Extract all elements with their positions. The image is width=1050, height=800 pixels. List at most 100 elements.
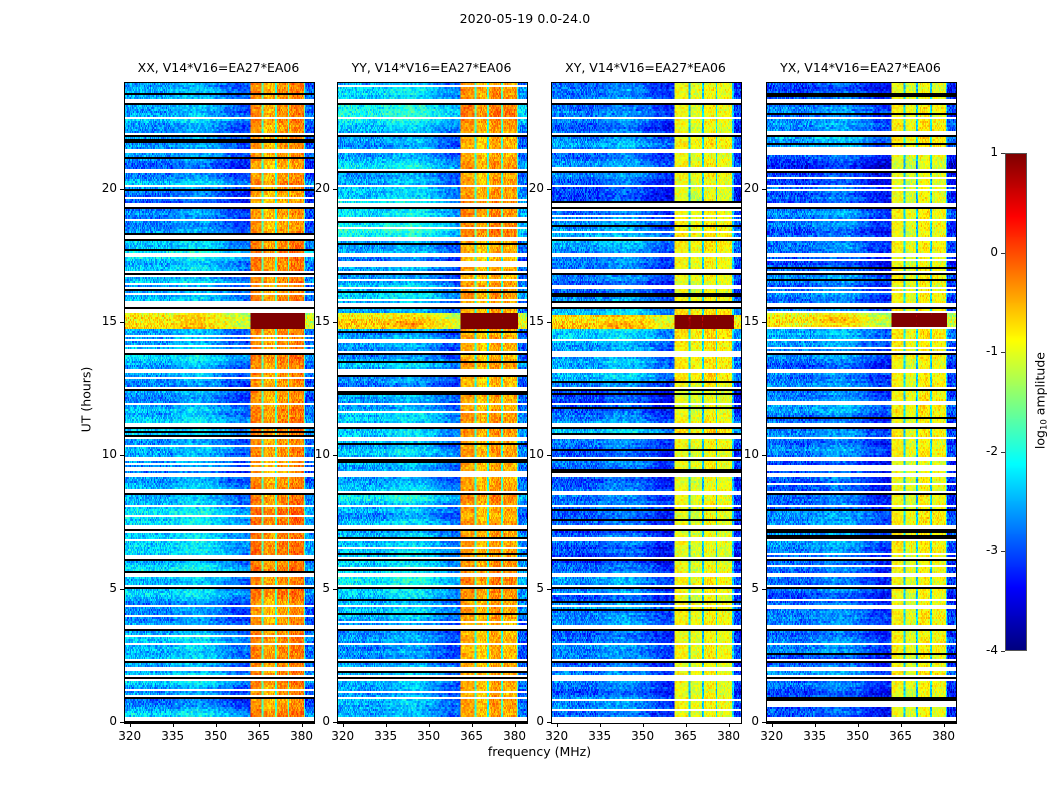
x-tick-label: 365 bbox=[889, 729, 913, 743]
y-tick-mark bbox=[120, 589, 124, 590]
y-tick-mark bbox=[762, 722, 766, 723]
waterfall-image-xx bbox=[125, 83, 314, 723]
x-tick-mark bbox=[173, 723, 174, 727]
x-tick-label: 320 bbox=[331, 729, 355, 743]
x-tick-label: 320 bbox=[545, 729, 569, 743]
waterfall-panel-yy[interactable] bbox=[337, 82, 528, 724]
waterfall-panel-xx[interactable] bbox=[124, 82, 315, 724]
y-tick-mark bbox=[547, 189, 551, 190]
y-tick-mark bbox=[120, 189, 124, 190]
y-tick-label: 20 bbox=[101, 180, 117, 195]
x-tick-mark bbox=[429, 723, 430, 727]
y-tick-label: 0 bbox=[322, 714, 330, 728]
y-tick-label: 10 bbox=[528, 447, 544, 462]
y-tick-mark bbox=[333, 589, 337, 590]
y-tick-mark bbox=[333, 722, 337, 723]
y-tick-label: 0 bbox=[536, 714, 544, 728]
x-tick-label: 335 bbox=[161, 729, 185, 743]
y-tick-mark bbox=[547, 589, 551, 590]
y-tick-mark bbox=[333, 189, 337, 190]
x-tick-mark bbox=[130, 723, 131, 727]
y-tick-label: 0 bbox=[109, 714, 117, 728]
colorbar-tick-label: 0 bbox=[990, 244, 998, 259]
x-tick-label: 380 bbox=[503, 729, 526, 743]
x-tick-mark bbox=[729, 723, 730, 727]
x-tick-label: 320 bbox=[760, 729, 784, 743]
y-tick-mark bbox=[120, 322, 124, 323]
y-tick-mark bbox=[333, 455, 337, 456]
x-tick-mark bbox=[815, 723, 816, 727]
x-tick-label: 380 bbox=[717, 729, 740, 743]
panel-title-xx: XX, V14*V16=EA27*EA06 bbox=[137, 60, 300, 75]
figure-suptitle: 2020-05-19 0.0-24.0 bbox=[459, 11, 591, 26]
x-tick-label: 350 bbox=[417, 729, 441, 743]
y-tick-mark bbox=[120, 722, 124, 723]
y-tick-label: 20 bbox=[314, 180, 330, 195]
waterfall-image-yx bbox=[767, 83, 956, 723]
x-tick-mark bbox=[944, 723, 945, 727]
colorbar-tick-label: -4 bbox=[986, 643, 998, 657]
x-tick-mark bbox=[686, 723, 687, 727]
y-tick-label: 15 bbox=[528, 314, 544, 328]
waterfall-image-xy bbox=[552, 83, 741, 723]
panel-title-yx: YX, V14*V16=EA27*EA06 bbox=[780, 60, 941, 75]
colorbar[interactable] bbox=[1005, 153, 1027, 651]
x-tick-mark bbox=[515, 723, 516, 727]
colorbar-tick-mark bbox=[1001, 452, 1005, 453]
x-tick-mark bbox=[557, 723, 558, 727]
x-tick-mark bbox=[302, 723, 303, 727]
colorbar-tick-mark bbox=[1001, 352, 1005, 353]
y-tick-mark bbox=[547, 455, 551, 456]
x-tick-label: 335 bbox=[374, 729, 398, 743]
y-tick-mark bbox=[120, 455, 124, 456]
x-tick-label: 335 bbox=[803, 729, 827, 743]
x-tick-label: 320 bbox=[118, 729, 142, 743]
x-tick-mark bbox=[343, 723, 344, 727]
y-tick-label: 0 bbox=[751, 714, 759, 728]
colorbar-label-subscript: 10 bbox=[1039, 419, 1050, 431]
x-tick-mark bbox=[901, 723, 902, 727]
x-tick-label: 380 bbox=[932, 729, 955, 743]
x-tick-mark bbox=[472, 723, 473, 727]
colorbar-tick-label: -3 bbox=[986, 543, 998, 558]
y-tick-mark bbox=[762, 189, 766, 190]
colorbar-gradient bbox=[1006, 154, 1026, 650]
y-tick-label: 5 bbox=[751, 580, 759, 595]
colorbar-tick-mark bbox=[1001, 551, 1005, 552]
x-axis-label: frequency (MHz) bbox=[487, 744, 592, 759]
x-tick-mark bbox=[772, 723, 773, 727]
x-tick-mark bbox=[386, 723, 387, 727]
x-tick-mark bbox=[216, 723, 217, 727]
x-tick-label: 365 bbox=[247, 729, 271, 743]
x-tick-label: 380 bbox=[290, 729, 313, 743]
x-tick-label: 350 bbox=[204, 729, 228, 743]
colorbar-tick-label: -1 bbox=[986, 344, 998, 359]
y-tick-mark bbox=[762, 589, 766, 590]
x-tick-label: 365 bbox=[674, 729, 698, 743]
y-tick-label: 20 bbox=[528, 180, 544, 195]
colorbar-tick-mark bbox=[1001, 651, 1005, 652]
x-tick-label: 335 bbox=[588, 729, 612, 743]
waterfall-image-yy bbox=[338, 83, 527, 723]
y-tick-label: 20 bbox=[743, 180, 759, 195]
colorbar-tick-mark bbox=[1001, 153, 1005, 154]
colorbar-tick-mark bbox=[1001, 253, 1005, 254]
y-tick-label: 10 bbox=[101, 447, 117, 462]
y-tick-label: 15 bbox=[743, 314, 759, 328]
y-tick-mark bbox=[547, 322, 551, 323]
x-tick-mark bbox=[600, 723, 601, 727]
x-tick-mark bbox=[259, 723, 260, 727]
x-tick-label: 350 bbox=[846, 729, 870, 743]
y-tick-mark bbox=[547, 722, 551, 723]
x-tick-mark bbox=[858, 723, 859, 727]
waterfall-panel-xy[interactable] bbox=[551, 82, 742, 724]
y-tick-mark bbox=[762, 322, 766, 323]
panel-title-yy: YY, V14*V16=EA27*EA06 bbox=[351, 60, 512, 75]
colorbar-tick-label: 1 bbox=[990, 145, 998, 159]
colorbar-label-suffix: amplitude bbox=[1032, 352, 1048, 420]
y-tick-mark bbox=[762, 455, 766, 456]
x-tick-label: 365 bbox=[460, 729, 484, 743]
y-tick-label: 5 bbox=[109, 580, 117, 595]
waterfall-panel-yx[interactable] bbox=[766, 82, 957, 724]
